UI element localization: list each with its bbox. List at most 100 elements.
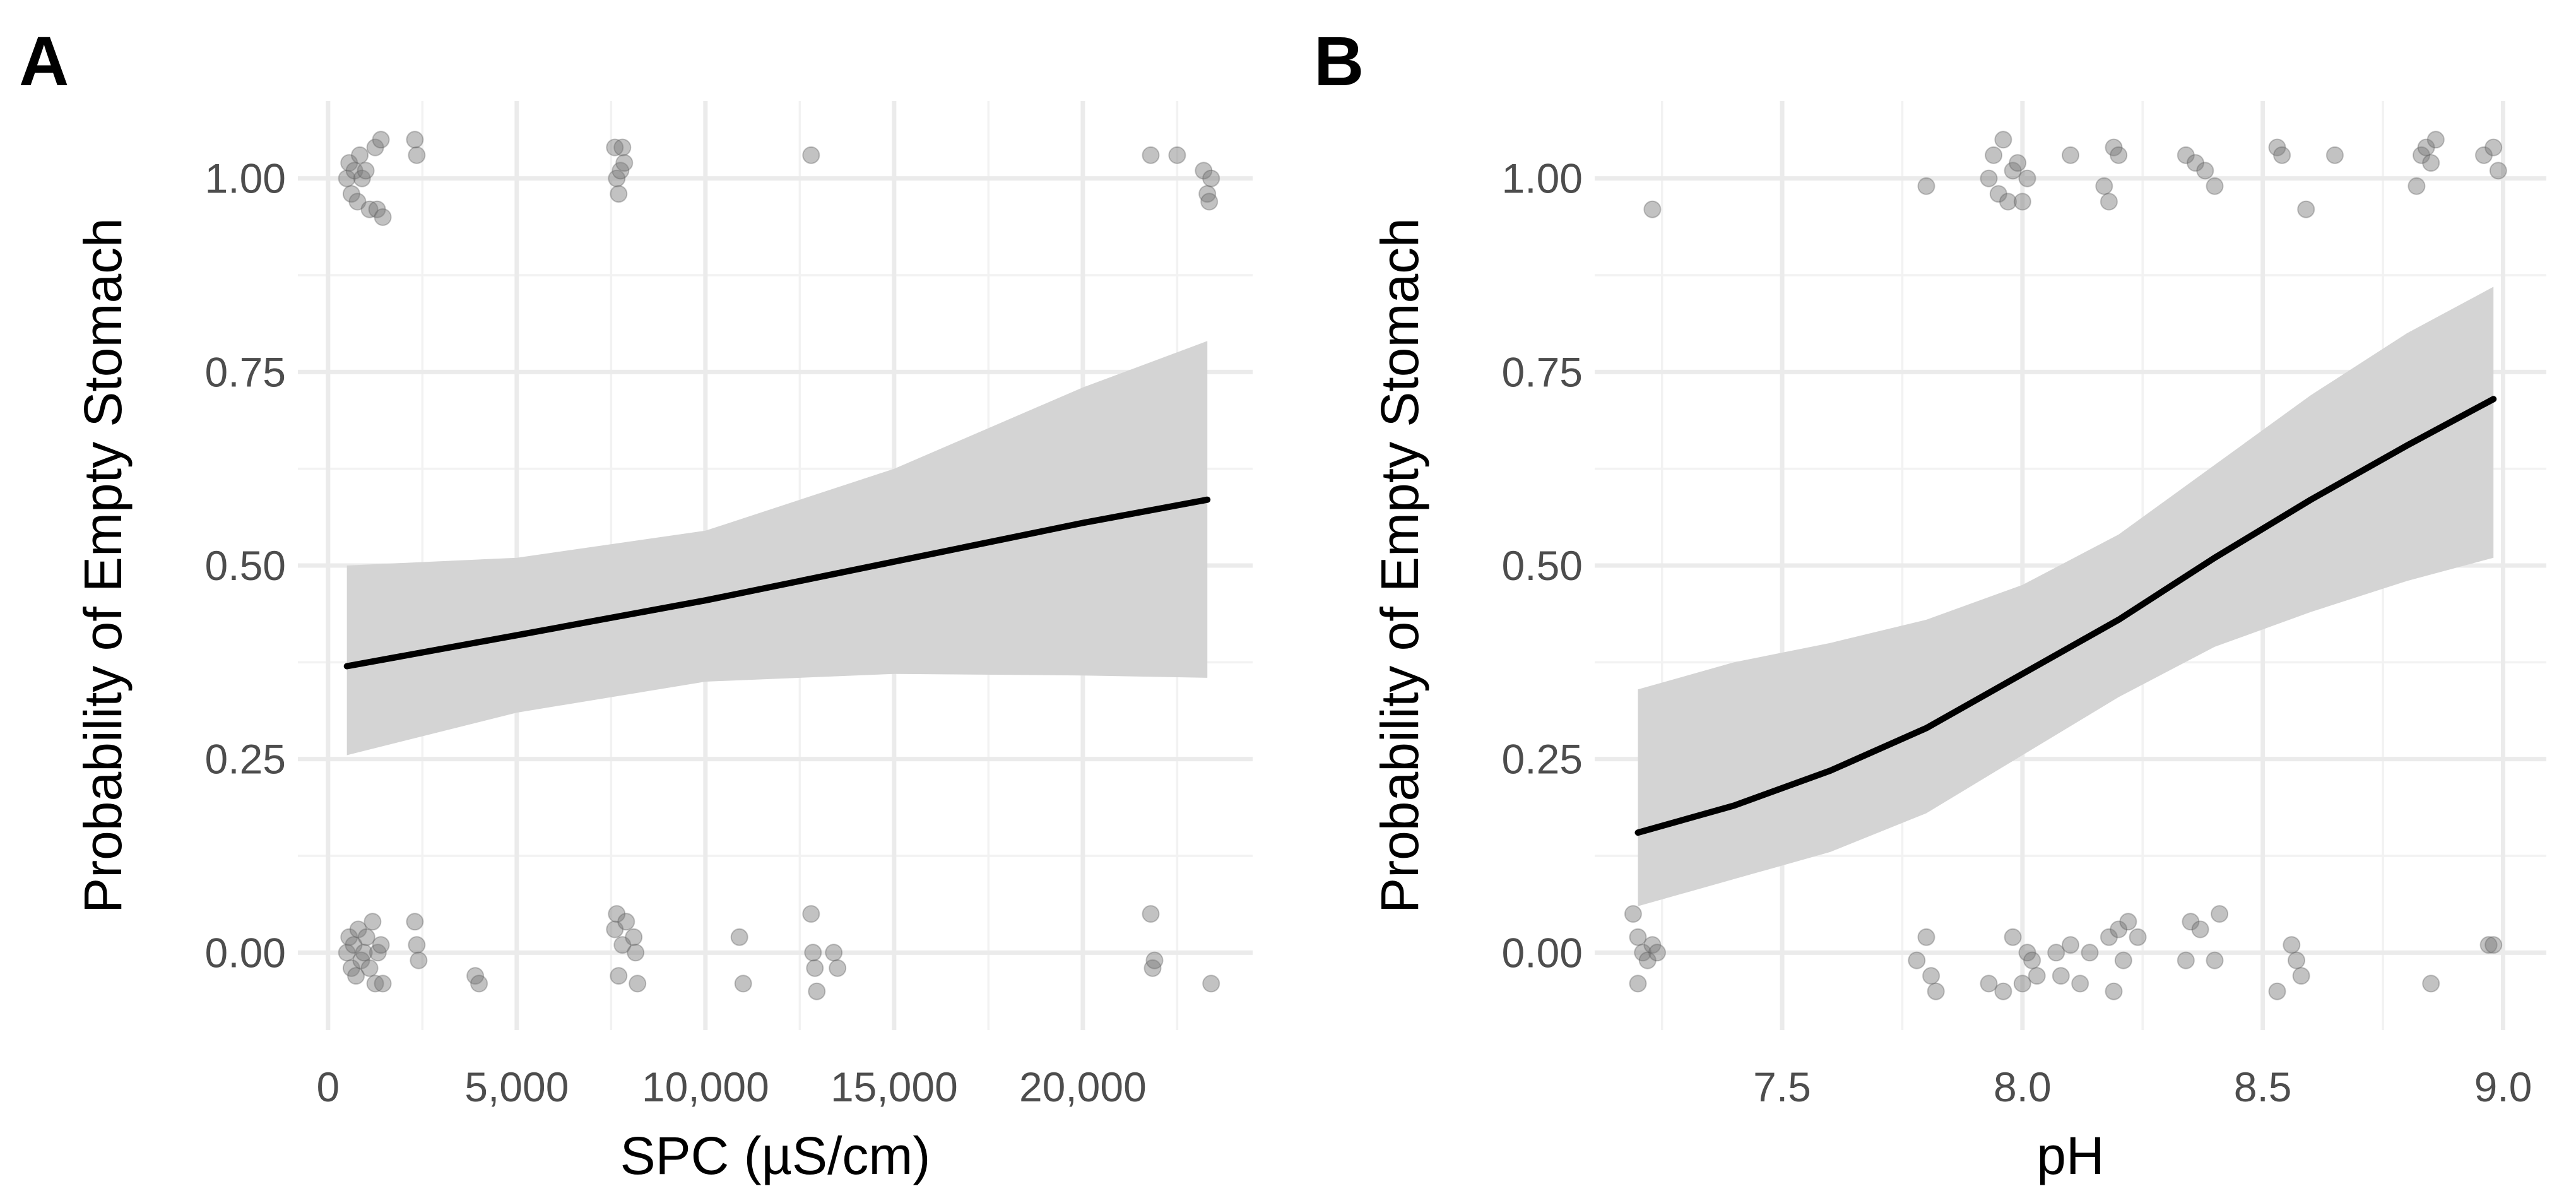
data-point <box>369 944 387 962</box>
data-point <box>372 936 390 954</box>
x-tick-label: 8.5 <box>2234 1064 2292 1110</box>
data-point <box>408 936 426 954</box>
data-point <box>406 913 424 931</box>
data-point <box>2052 967 2070 985</box>
data-point <box>610 185 628 203</box>
data-point <box>2475 146 2493 164</box>
data-point <box>734 975 752 993</box>
data-point <box>2018 944 2036 962</box>
data-point <box>1985 146 2003 164</box>
data-point <box>1994 131 2012 149</box>
data-point <box>606 920 624 939</box>
data-point <box>1917 177 1935 195</box>
x-tick-label: 15,000 <box>830 1064 958 1110</box>
data-point <box>2484 138 2503 157</box>
data-point <box>2177 951 2195 969</box>
data-point <box>2325 146 2344 164</box>
data-point <box>1999 193 2017 211</box>
data-point <box>1980 975 1998 993</box>
data-point <box>2105 138 2123 157</box>
y-tick-label: 0.00 <box>205 929 286 976</box>
data-point <box>610 967 628 985</box>
data-point <box>2004 928 2022 946</box>
data-point <box>1629 975 1647 993</box>
y-tick-label: 1.00 <box>205 155 286 202</box>
x-tick-label: 10,000 <box>642 1064 769 1110</box>
data-point <box>345 936 363 954</box>
x-tick-label: 9.0 <box>2474 1064 2532 1110</box>
data-point <box>1643 936 1662 954</box>
data-point <box>2018 169 2036 187</box>
data-point <box>2417 138 2435 157</box>
data-point <box>360 200 379 218</box>
data-point <box>2426 131 2445 149</box>
data-point <box>1927 982 1945 1000</box>
data-point <box>730 928 748 946</box>
data-point <box>2110 920 2128 939</box>
data-point <box>342 185 360 203</box>
fit-line <box>1634 396 2497 836</box>
data-point <box>2297 200 2315 218</box>
y-tick-label: 0.50 <box>205 542 286 589</box>
data-point <box>2095 177 2113 195</box>
data-point <box>352 951 370 969</box>
data-point <box>1629 928 1647 946</box>
data-point <box>2013 193 2031 211</box>
data-point <box>2211 905 2229 923</box>
data-point <box>629 975 647 993</box>
data-point <box>355 944 373 962</box>
data-point <box>470 975 488 993</box>
data-point <box>406 131 424 149</box>
data-point <box>2268 138 2286 157</box>
data-point <box>2489 162 2507 180</box>
data-point <box>2114 951 2132 969</box>
data-point <box>1989 185 2007 203</box>
y-tick-label: 0.00 <box>1502 929 1583 976</box>
data-point <box>2479 936 2498 954</box>
data-point <box>802 905 820 923</box>
data-point <box>1638 951 1657 969</box>
data-point <box>1168 146 1186 164</box>
data-point <box>1922 967 1941 985</box>
data-point <box>2071 975 2089 993</box>
confidence-band <box>346 341 1208 756</box>
data-point <box>357 928 375 946</box>
x-tick-label: 5,000 <box>464 1064 569 1110</box>
data-point <box>2422 975 2440 993</box>
data-point <box>2413 146 2430 164</box>
data-point <box>360 959 379 977</box>
data-point <box>2004 162 2022 180</box>
panel-label: B <box>1314 23 1364 100</box>
data-point <box>1994 982 2012 1000</box>
data-point <box>2100 928 2118 946</box>
data-point <box>1142 905 1160 923</box>
data-point <box>342 959 360 977</box>
data-point <box>1143 959 1162 977</box>
data-point <box>2023 951 2041 969</box>
data-point <box>374 208 392 226</box>
data-point <box>340 928 358 946</box>
data-point <box>613 138 632 157</box>
data-point <box>1648 944 1666 962</box>
data-point <box>802 146 820 164</box>
x-axis-title: SPC (µS/cm) <box>620 1126 931 1185</box>
x-axis-title: pH <box>2036 1126 2104 1185</box>
data-point <box>351 146 369 164</box>
data-point <box>366 138 384 157</box>
data-point <box>1917 928 1935 946</box>
data-point <box>606 138 624 157</box>
panel-label: A <box>19 23 69 100</box>
data-point <box>349 920 367 939</box>
data-point <box>613 936 632 954</box>
data-point <box>2028 967 2046 985</box>
data-point <box>1200 193 1219 211</box>
data-point <box>1634 944 1652 962</box>
data-point <box>466 967 485 985</box>
data-point <box>2129 928 2147 946</box>
data-point <box>408 146 426 164</box>
data-point <box>374 975 392 993</box>
data-point <box>2062 936 2079 954</box>
data-point <box>368 200 386 218</box>
data-point <box>348 193 367 211</box>
data-point <box>2196 162 2214 180</box>
